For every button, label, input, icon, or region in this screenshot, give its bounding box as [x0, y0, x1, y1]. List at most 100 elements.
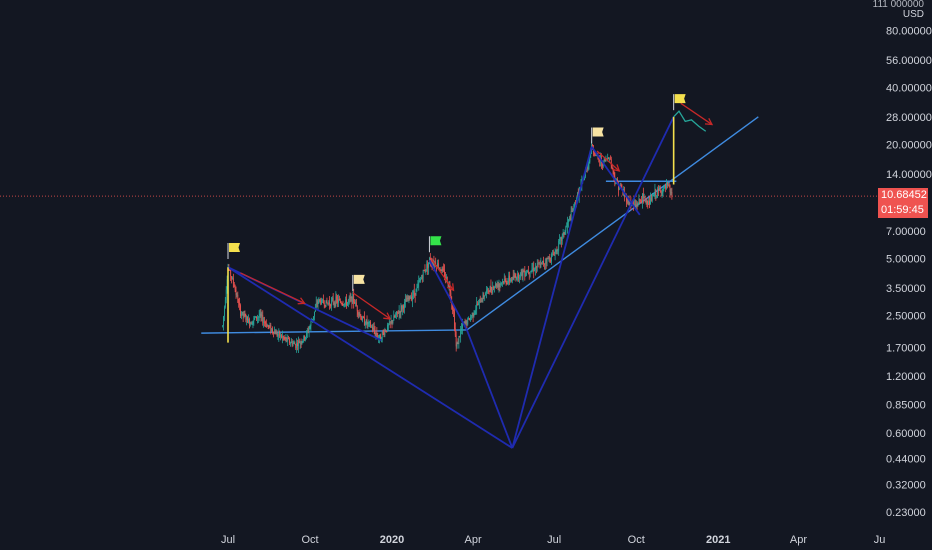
arrow-head	[383, 312, 392, 320]
y-tick-label: 28.00000	[886, 112, 932, 124]
candle-body	[371, 326, 373, 330]
candle-body	[642, 193, 644, 198]
candle-body	[474, 310, 476, 315]
candle-body	[281, 336, 283, 338]
candle-body	[481, 300, 483, 302]
candle-body	[478, 302, 479, 305]
candle-body	[498, 284, 500, 288]
candle-body	[494, 286, 495, 289]
candle-body	[358, 313, 360, 315]
candle-body	[645, 200, 647, 202]
x-tick-label: Jul	[547, 534, 561, 546]
candle-body	[337, 299, 339, 303]
time-axis[interactable]: Jul Oct 2020 Apr Jul Oct 2021 Apr Ju	[221, 534, 885, 546]
candle-body	[415, 288, 417, 296]
candle-body	[576, 192, 578, 200]
candle-body	[594, 154, 596, 156]
candle-body	[354, 301, 355, 304]
candle-body	[617, 183, 619, 190]
candle-body	[395, 315, 396, 318]
candle-body	[568, 219, 569, 223]
candle-body	[341, 303, 343, 305]
candle-body	[338, 299, 339, 303]
candle-body	[571, 211, 573, 213]
candle-body	[458, 336, 460, 345]
candle-body	[527, 270, 528, 273]
candle-body	[650, 197, 651, 205]
candle-body	[564, 230, 566, 235]
candle-body	[357, 311, 359, 315]
candle-body	[249, 322, 251, 326]
candle-body	[519, 277, 520, 279]
candle-body	[657, 188, 659, 196]
candle-body	[390, 320, 392, 323]
wedge-line	[466, 329, 514, 449]
candle-body	[613, 170, 615, 177]
candle-body	[251, 323, 253, 325]
candle-body	[401, 305, 403, 310]
candle-body	[259, 313, 261, 316]
flag-icon	[227, 242, 240, 259]
candle-body	[230, 270, 232, 277]
trend-line	[466, 116, 759, 331]
drawings-front-layer[interactable]	[227, 94, 714, 449]
candle-body	[669, 187, 671, 193]
candle-body	[466, 321, 468, 325]
candle-body	[526, 272, 527, 274]
candle-body	[654, 189, 656, 196]
candle-body	[508, 275, 510, 281]
candle-body	[396, 311, 398, 313]
candle-body	[361, 319, 363, 321]
candle-body	[480, 300, 482, 303]
candle-body	[483, 294, 485, 298]
candle-body	[342, 304, 344, 306]
candle-body	[531, 268, 533, 271]
candle-body	[522, 271, 524, 276]
candle-body	[432, 262, 434, 265]
candle-body	[236, 294, 238, 296]
candle-body	[363, 317, 364, 319]
candle-body	[670, 191, 672, 193]
candle-body	[453, 309, 454, 312]
candle-body	[421, 277, 423, 279]
candle-body	[269, 325, 271, 327]
wedge-line	[428, 259, 468, 331]
x-tick-label: Oct	[301, 534, 318, 546]
price-axis[interactable]: 80.00000 56.00000 40.00000 28.00000 20.00000…	[886, 25, 932, 518]
arrow-line	[352, 292, 391, 320]
candle-body	[289, 342, 291, 344]
arrow-line	[596, 150, 620, 172]
candle-body	[536, 263, 538, 268]
candle-body	[235, 289, 237, 295]
candle-body	[499, 284, 501, 285]
candle-body	[374, 330, 376, 335]
candle-body	[608, 157, 609, 159]
candle-body	[417, 283, 419, 287]
candle-body	[271, 328, 273, 332]
candle-body	[321, 299, 322, 305]
candle-body	[242, 311, 244, 316]
candle-body	[275, 332, 277, 335]
candle-body	[545, 262, 547, 264]
candle-body	[528, 272, 530, 275]
candle-body	[524, 272, 526, 277]
candle-body	[533, 267, 535, 272]
candle-body	[666, 183, 667, 189]
y-tick-label: 40.00000	[886, 83, 932, 95]
candle-body	[629, 202, 631, 205]
candle-body	[604, 159, 606, 161]
candle-body	[265, 323, 267, 327]
candle-body	[247, 316, 249, 323]
candle-body	[280, 335, 281, 337]
y-tick-label: 20.00000	[886, 140, 932, 152]
candle-body	[391, 320, 393, 324]
candle-body	[639, 198, 641, 201]
candle-body	[475, 309, 477, 311]
candle-body	[513, 275, 515, 279]
candle-body	[413, 290, 415, 294]
candle-body	[274, 331, 276, 335]
candle-body	[552, 253, 553, 255]
candle-body	[525, 272, 527, 277]
candle-body	[379, 334, 380, 338]
